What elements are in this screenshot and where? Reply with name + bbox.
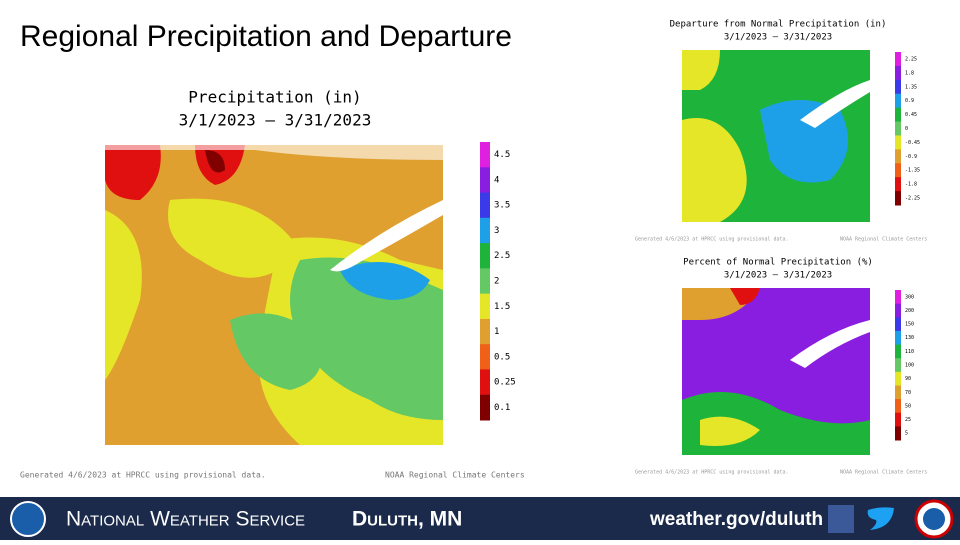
legend-swatch <box>895 290 901 305</box>
legend-label: 4 <box>494 175 499 185</box>
legend-label: 2.25 <box>905 56 917 62</box>
legend-label: 4.5 <box>494 150 510 160</box>
legend-label: 70 <box>905 390 911 396</box>
map-title: Departure from Normal Precipitation (in) <box>670 20 887 30</box>
map-footer: NOAA Regional Climate Centers <box>840 470 927 476</box>
legend-label: 1.35 <box>905 84 917 90</box>
map-footer: Generated 4/6/2023 at HPRCC using provis… <box>635 237 789 243</box>
legend-label: 3 <box>494 226 499 236</box>
map-footer: Generated 4/6/2023 at HPRCC using provis… <box>635 470 789 476</box>
legend-swatch <box>480 192 490 219</box>
legend-label: 100 <box>905 363 914 369</box>
legend-swatch <box>895 149 901 164</box>
legend-label: -0.9 <box>905 154 917 160</box>
legend-label: 0.25 <box>494 378 516 388</box>
legend-swatch <box>895 303 901 318</box>
legend-swatch <box>480 369 490 396</box>
map-title: Precipitation (in) <box>188 88 361 107</box>
legend-swatch <box>895 93 901 109</box>
legend-label: 110 <box>905 349 914 355</box>
legend-swatch <box>480 167 490 194</box>
legend-swatch <box>895 317 901 332</box>
legend-swatch <box>480 318 490 345</box>
legend-swatch <box>895 385 901 400</box>
legend-label: 0.1 <box>494 403 510 413</box>
legend-label: 0.5 <box>494 352 510 362</box>
legend-label: 1.8 <box>905 70 914 76</box>
map-subtitle: 3/1/2023 – 3/31/2023 <box>724 271 832 281</box>
legend-swatch <box>895 191 901 206</box>
percent-map <box>682 288 870 455</box>
legend-swatch <box>895 52 901 67</box>
legend-swatch <box>895 121 901 136</box>
departure-map <box>682 50 870 222</box>
legend-swatch <box>895 371 901 386</box>
legend-swatch <box>895 426 901 441</box>
legend-label: -0.45 <box>905 140 920 146</box>
legend-label: -1.8 <box>905 182 917 188</box>
legend-label: 1.5 <box>494 302 510 312</box>
legend-label: 0.45 <box>905 112 917 118</box>
legend-label: -2.25 <box>905 196 920 202</box>
legend-label: 150 <box>905 322 914 328</box>
map-footer: NOAA Regional Climate Centers <box>840 237 927 243</box>
facebook-icon[interactable] <box>828 505 854 533</box>
legend-swatch <box>895 330 901 346</box>
legend-label: 0.9 <box>905 98 914 104</box>
map-title: Percent of Normal Precipitation (%) <box>683 258 873 268</box>
legend-label: 5 <box>905 431 908 437</box>
legend-label: 3.5 <box>494 201 510 211</box>
legend-swatch <box>480 268 490 295</box>
legend-label: 1 <box>494 327 499 337</box>
office-name: Duluth, MN <box>352 508 462 531</box>
map-footer: Generated 4/6/2023 at HPRCC using provis… <box>20 471 266 480</box>
slide-title: Regional Precipitation and Departure <box>20 20 512 53</box>
banner <box>0 497 960 540</box>
legend-swatch <box>480 243 490 269</box>
legend-label: 50 <box>905 403 911 409</box>
twitter-icon[interactable] <box>867 507 894 530</box>
map-footer: NOAA Regional Climate Centers <box>385 471 525 480</box>
legend-swatch <box>895 135 901 150</box>
legend-label: 90 <box>905 376 911 382</box>
legend-swatch <box>480 293 490 320</box>
legend-swatch <box>480 142 490 168</box>
legend-label: -1.35 <box>905 168 920 174</box>
legend-swatch <box>895 65 901 81</box>
legend-swatch <box>895 399 901 414</box>
legend-label: 0 <box>905 126 908 132</box>
main-map <box>105 145 443 445</box>
legend-swatch <box>895 107 901 123</box>
legend-label: 25 <box>905 417 911 423</box>
legend-swatch <box>895 344 901 359</box>
legend-swatch <box>480 217 490 244</box>
legend-swatch <box>480 394 490 421</box>
legend-swatch <box>895 358 901 373</box>
map-subtitle: 3/1/2023 – 3/31/2023 <box>179 111 372 130</box>
legend-swatch <box>895 163 901 178</box>
legend-label: 2 <box>494 277 499 287</box>
legend-label: 2.5 <box>494 251 510 261</box>
noaa-logo <box>10 501 46 537</box>
website[interactable]: weather.gov/duluth <box>649 509 823 530</box>
agency-name: National Weather Service <box>66 508 305 531</box>
legend-label: 300 <box>905 294 914 300</box>
legend-swatch <box>480 344 490 370</box>
nws-logo-inner <box>923 508 945 530</box>
legend-swatch <box>895 79 901 95</box>
legend-label: 200 <box>905 308 914 314</box>
legend-label: 130 <box>905 335 914 341</box>
legend-swatch <box>895 412 901 427</box>
legend-swatch <box>895 177 901 192</box>
map-subtitle: 3/1/2023 – 3/31/2023 <box>724 33 832 43</box>
